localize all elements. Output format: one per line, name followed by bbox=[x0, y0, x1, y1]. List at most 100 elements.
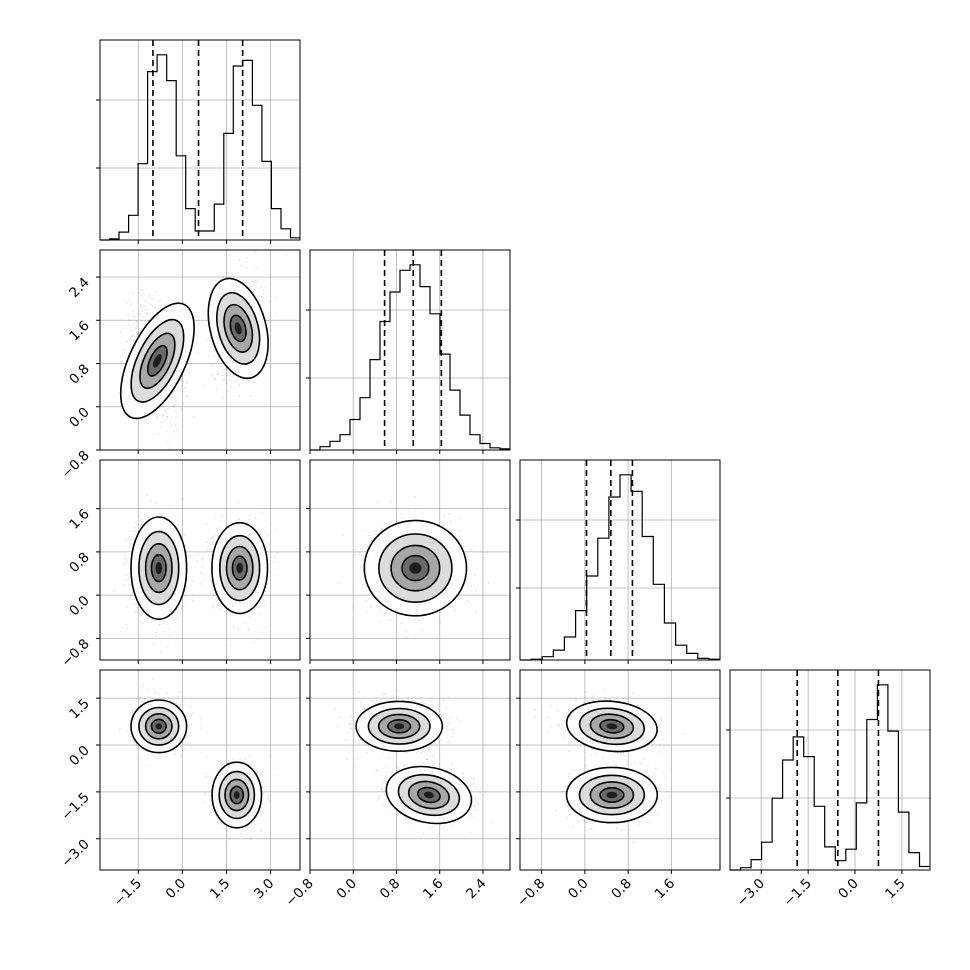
contour-line bbox=[367, 707, 431, 745]
contour-line bbox=[589, 713, 635, 740]
x-tick-label: 1.5 bbox=[882, 876, 909, 903]
density-fill bbox=[236, 562, 243, 574]
scatter-panel-0-1 bbox=[99, 249, 301, 451]
scatter-panel-2-3 bbox=[519, 669, 721, 871]
contour-line bbox=[218, 534, 261, 602]
contour-line bbox=[216, 291, 261, 365]
x-tick-label: 0.8 bbox=[377, 876, 404, 903]
x-axis-2-3: −0.8 0.0 0.8 1.6 bbox=[514, 870, 678, 910]
density-fill bbox=[234, 322, 242, 335]
contour-line bbox=[225, 545, 254, 591]
histogram-step-1 bbox=[310, 264, 510, 451]
cluster-1 bbox=[211, 521, 269, 615]
contour-line bbox=[565, 766, 659, 824]
histogram-panel-3 bbox=[726, 669, 931, 871]
panel-frame bbox=[99, 39, 301, 241]
y-tick-label: 0.0 bbox=[66, 743, 93, 770]
y-axis-1: −0.8 0.0 0.8 1.6 2.4 bbox=[58, 275, 100, 482]
x-tick-label: 0.8 bbox=[608, 876, 635, 903]
cluster-0 bbox=[119, 302, 195, 420]
contour-line bbox=[218, 770, 256, 820]
contour-line bbox=[229, 314, 247, 343]
contour-line bbox=[229, 785, 245, 805]
x-axis-0-3: −1.5 0.0 1.5 3.0 bbox=[111, 870, 278, 910]
panel-frame bbox=[309, 249, 511, 451]
cluster-0 bbox=[130, 516, 188, 620]
scatter-panel-1-2 bbox=[309, 459, 511, 661]
x-tick-label: 2.4 bbox=[463, 876, 490, 903]
y-tick-label: 0.0 bbox=[66, 593, 93, 620]
contour-line bbox=[401, 554, 430, 582]
density-fill bbox=[155, 562, 163, 575]
contour-line bbox=[211, 521, 269, 615]
density-fill bbox=[423, 791, 434, 799]
y-tick-label: 0.8 bbox=[66, 549, 93, 576]
histogram-step-0 bbox=[100, 54, 300, 241]
density-fill bbox=[233, 791, 240, 799]
contour-line bbox=[599, 787, 625, 803]
cluster-0 bbox=[363, 519, 468, 617]
contour-line bbox=[355, 700, 444, 752]
x-tick-label: 1.6 bbox=[652, 876, 679, 903]
contour-line bbox=[138, 706, 180, 746]
x-tick-label: −1.5 bbox=[111, 876, 145, 910]
contour-line bbox=[224, 778, 250, 812]
x-axis-1-3: −0.8 0.0 0.8 1.6 2.4 bbox=[282, 870, 490, 910]
y-tick-label: 0.8 bbox=[66, 361, 93, 388]
x-tick-label: −0.8 bbox=[282, 876, 316, 910]
contour-line bbox=[150, 718, 167, 734]
contour-line bbox=[231, 555, 248, 581]
x-tick-label: 0.0 bbox=[334, 876, 361, 903]
contour-line bbox=[589, 781, 635, 809]
x-axis-3-3: −3.0 −1.5 0.0 1.5 bbox=[734, 870, 909, 910]
contour-line bbox=[139, 332, 176, 390]
cluster-0 bbox=[130, 699, 188, 754]
contour-line bbox=[385, 765, 473, 825]
y-tick-label: 0.0 bbox=[66, 404, 93, 431]
density-fill bbox=[409, 562, 422, 574]
histogram-panel-1 bbox=[306, 249, 511, 451]
contour-line bbox=[377, 713, 421, 739]
density-fill bbox=[606, 791, 618, 799]
y-tick-label: 1.5 bbox=[66, 696, 93, 723]
x-tick-label: 0.0 bbox=[163, 876, 190, 903]
contour-line bbox=[416, 786, 441, 804]
panel-frame bbox=[99, 459, 301, 661]
y-tick-label: −3.0 bbox=[58, 836, 92, 870]
contour-line bbox=[378, 533, 453, 603]
panel-frame bbox=[99, 669, 301, 871]
x-axis-0-2 bbox=[137, 660, 272, 664]
contour-line bbox=[130, 318, 185, 403]
x-tick-label: −0.8 bbox=[514, 876, 548, 910]
cluster-1 bbox=[385, 765, 473, 825]
contour-line bbox=[138, 530, 180, 606]
x-tick-label: 3.0 bbox=[251, 876, 278, 903]
panel-frame bbox=[729, 669, 931, 871]
contour-line bbox=[578, 774, 646, 816]
contour-line bbox=[211, 761, 263, 829]
x-axis-0-0 bbox=[137, 240, 272, 244]
contour-line bbox=[390, 544, 441, 592]
x-axis-1-2 bbox=[309, 660, 484, 664]
contour-line bbox=[207, 277, 269, 380]
panel-frame bbox=[519, 669, 721, 871]
scatter-panel-0-3 bbox=[99, 669, 301, 871]
contour-line bbox=[146, 344, 168, 377]
x-axis-2-2 bbox=[541, 660, 672, 664]
panel-frame bbox=[519, 459, 721, 661]
density-fill bbox=[606, 723, 618, 730]
cluster-0 bbox=[565, 700, 658, 753]
histogram-panel-0 bbox=[96, 39, 301, 241]
y-tick-label: −1.5 bbox=[58, 789, 92, 823]
contour-line bbox=[578, 707, 645, 746]
panel-frame bbox=[309, 459, 511, 661]
histogram-step-2 bbox=[520, 474, 720, 661]
y-tick-label: −0.8 bbox=[58, 636, 92, 670]
density-fill bbox=[155, 723, 163, 730]
cluster-0 bbox=[355, 700, 444, 752]
x-axis-1-1 bbox=[309, 450, 484, 454]
y-tick-label: 2.4 bbox=[66, 275, 93, 302]
x-tick-label: 0.0 bbox=[565, 876, 592, 903]
contour-line bbox=[144, 542, 173, 594]
